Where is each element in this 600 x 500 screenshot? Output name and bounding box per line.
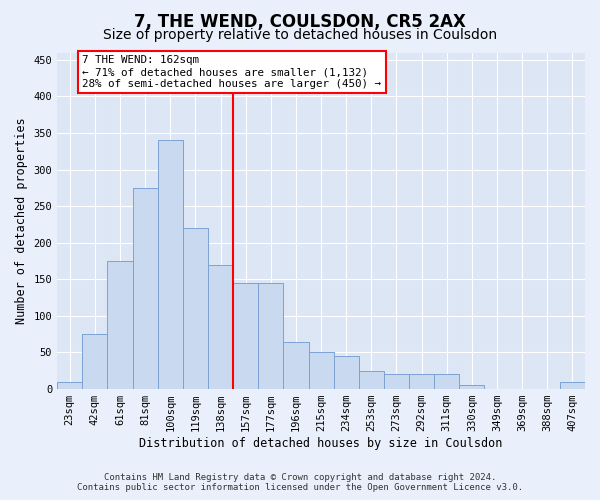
Bar [183, 228, 208, 389]
Bar [158, 140, 183, 389]
Text: Size of property relative to detached houses in Coulsdon: Size of property relative to detached ho… [103, 28, 497, 42]
Bar [409, 374, 434, 389]
Bar [434, 374, 460, 389]
Bar [283, 342, 308, 389]
Bar [258, 283, 283, 389]
Text: Contains HM Land Registry data © Crown copyright and database right 2024.
Contai: Contains HM Land Registry data © Crown c… [77, 473, 523, 492]
Text: 7 THE WEND: 162sqm
← 71% of detached houses are smaller (1,132)
28% of semi-deta: 7 THE WEND: 162sqm ← 71% of detached hou… [82, 56, 382, 88]
Bar [359, 371, 384, 389]
Bar [133, 188, 158, 389]
X-axis label: Distribution of detached houses by size in Coulsdon: Distribution of detached houses by size … [139, 437, 503, 450]
Bar [308, 352, 334, 389]
Text: 7, THE WEND, COULSDON, CR5 2AX: 7, THE WEND, COULSDON, CR5 2AX [134, 12, 466, 30]
Bar [560, 382, 585, 389]
Bar [233, 283, 258, 389]
Y-axis label: Number of detached properties: Number of detached properties [15, 118, 28, 324]
Bar [107, 261, 133, 389]
Bar [460, 386, 484, 389]
Bar [82, 334, 107, 389]
Bar [384, 374, 409, 389]
Bar [334, 356, 359, 389]
Bar [208, 264, 233, 389]
Bar [57, 382, 82, 389]
